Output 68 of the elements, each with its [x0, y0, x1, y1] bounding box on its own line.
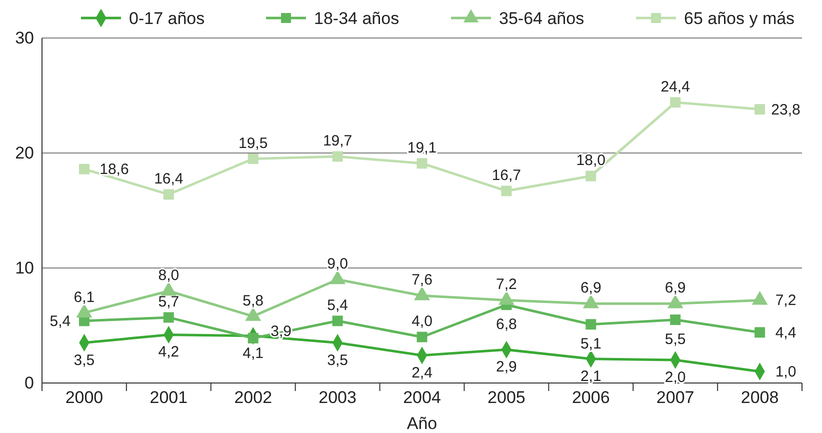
point	[248, 154, 258, 164]
x-tick-label: 2007	[656, 388, 694, 408]
x-axis-title: Año	[406, 414, 438, 433]
data-label: 4,2	[158, 344, 180, 361]
data-label: 6,9	[580, 280, 602, 297]
data-label: 5,4	[327, 296, 348, 314]
y-tick-label: 20	[15, 143, 34, 162]
data-label: 19,1	[407, 139, 437, 156]
point	[670, 314, 681, 325]
point	[416, 332, 428, 342]
data-label: 3,5	[74, 352, 95, 369]
data-label: 5,8	[242, 292, 264, 310]
x-tick-label: 2006	[572, 388, 610, 408]
x-tick-label: 2004	[403, 388, 441, 408]
data-label: 2,4	[412, 364, 432, 382]
data-label: 19,7	[322, 132, 352, 150]
data-label: 18,0	[576, 152, 606, 169]
data-label: 19,5	[238, 134, 268, 152]
x-tick-label: 2003	[318, 388, 356, 408]
x-tick-label: 2001	[150, 388, 188, 408]
point	[586, 319, 596, 330]
data-label: 6,1	[74, 288, 95, 306]
x-tick-label: 2008	[740, 388, 779, 408]
legend-label: 0-17 años	[129, 9, 205, 28]
y-tick-label: 30	[15, 28, 34, 48]
point	[670, 97, 681, 108]
data-label: 16,7	[492, 166, 522, 184]
data-label: 7,2	[496, 276, 517, 294]
y-tick-label: 0	[24, 373, 34, 392]
x-tick-label: 2000	[65, 388, 104, 408]
point	[416, 158, 428, 169]
data-label: 7,6	[412, 272, 432, 289]
data-label: 5,5	[664, 330, 686, 348]
data-label: 5,1	[580, 335, 602, 352]
data-label: 24,4	[660, 78, 690, 96]
y-tick-label: 10	[15, 258, 34, 278]
data-label: 5,7	[158, 293, 180, 310]
data-label: 6,9	[664, 280, 686, 297]
data-label: 4,0	[412, 313, 432, 330]
data-label: 2,9	[496, 358, 517, 376]
data-label: 23,8	[771, 101, 800, 118]
point	[248, 332, 258, 344]
point	[586, 170, 596, 182]
point	[332, 151, 343, 162]
point	[163, 312, 174, 323]
data-label: 2,0	[664, 369, 686, 386]
data-label: 3,5	[327, 352, 348, 369]
x-tick-label: 2005	[488, 388, 526, 408]
data-label: 8,0	[158, 267, 180, 284]
data-label: 2,1	[580, 368, 602, 385]
data-label: 4,1	[242, 344, 264, 362]
point	[754, 104, 766, 115]
data-label: 5,4	[50, 312, 71, 330]
data-label: 6,8	[496, 316, 517, 333]
point	[754, 327, 766, 338]
x-tick-label: 2002	[234, 388, 272, 408]
point	[332, 316, 343, 326]
legend-label: 65 años y más	[684, 9, 795, 28]
legend-label: 18-34 años	[314, 9, 400, 28]
data-label: 1,0	[775, 364, 796, 380]
point	[501, 186, 512, 196]
data-label: 4,4	[775, 324, 796, 342]
data-label: 7,2	[775, 292, 796, 310]
legend-label: 35-64 años	[499, 9, 584, 28]
point	[78, 164, 90, 174]
point	[163, 189, 174, 200]
data-label: 16,4	[154, 170, 184, 188]
data-label: 18,6	[100, 161, 129, 178]
